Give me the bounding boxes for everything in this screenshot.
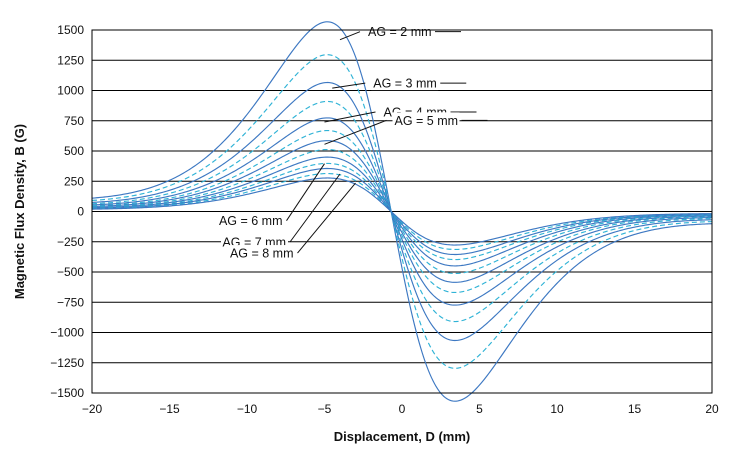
series-line	[91, 129, 713, 294]
y-tick-label: 1250	[57, 53, 84, 67]
y-tick-label: −1500	[50, 386, 84, 400]
series-line	[91, 156, 713, 267]
x-tick-label: 15	[628, 402, 642, 416]
series-line	[91, 54, 713, 369]
x-tick-label: 5	[476, 402, 483, 416]
curves	[91, 21, 713, 402]
series-line	[91, 117, 713, 306]
y-tick-label: −1250	[50, 356, 84, 370]
annotation-bg	[217, 212, 285, 228]
series-line	[91, 167, 713, 256]
annotation-label: AG = 2 mm	[368, 25, 432, 39]
series-line	[91, 148, 713, 275]
series-line	[91, 177, 713, 246]
y-tick-label: 250	[64, 174, 84, 188]
x-tick-label: 10	[550, 402, 564, 416]
x-tick-label: −10	[237, 402, 258, 416]
x-axis-title: Displacement, D (mm)	[334, 429, 471, 444]
y-tick-label: 0	[77, 205, 84, 219]
y-tick-label: 1500	[57, 23, 84, 37]
annotation-leader	[286, 163, 325, 221]
y-tick-label: −750	[57, 295, 84, 309]
x-tick-label: −20	[82, 402, 103, 416]
x-tick-label: 20	[705, 402, 719, 416]
annotation-leader	[332, 82, 366, 89]
y-tick-label: 750	[64, 114, 84, 128]
y-tick-label: −500	[57, 265, 84, 279]
annotation-bg	[392, 112, 460, 128]
annotation-bg	[366, 23, 433, 39]
annotation-label: AG = 6 mm	[219, 214, 283, 228]
series-line	[91, 172, 713, 251]
y-tick-label: 500	[64, 144, 84, 158]
y-axis-title: Magnetic Flux Density, B (G)	[12, 124, 27, 299]
tick-labels: 1500 1250 1000 750 500 250 0 −250 −500 −750 −1000 −…	[50, 23, 719, 416]
annotation-leader	[324, 119, 387, 145]
annotation-label: AG = 8 mm	[230, 247, 294, 261]
annotation-leader	[339, 31, 361, 41]
x-tick-label: 0	[399, 402, 406, 416]
y-tick-label: −1000	[50, 326, 84, 340]
x-tick-label: −5	[318, 402, 332, 416]
series-line	[91, 81, 713, 342]
annotation-leader	[297, 182, 356, 254]
y-tick-label: −250	[57, 235, 84, 249]
y-tick-label: 1000	[57, 84, 84, 98]
annotation-label: AG = 5 mm	[395, 114, 459, 128]
series-line	[91, 100, 713, 323]
plot-frame	[91, 29, 713, 394]
series-line	[91, 140, 713, 283]
x-tick-label: −15	[159, 402, 180, 416]
annotation-bg	[371, 75, 439, 91]
annotation-bg	[228, 245, 296, 261]
annotation-leader	[324, 111, 376, 123]
series-line	[91, 21, 713, 402]
annotation-leader	[289, 173, 341, 243]
annotation-label: AG = 3 mm	[373, 77, 437, 91]
